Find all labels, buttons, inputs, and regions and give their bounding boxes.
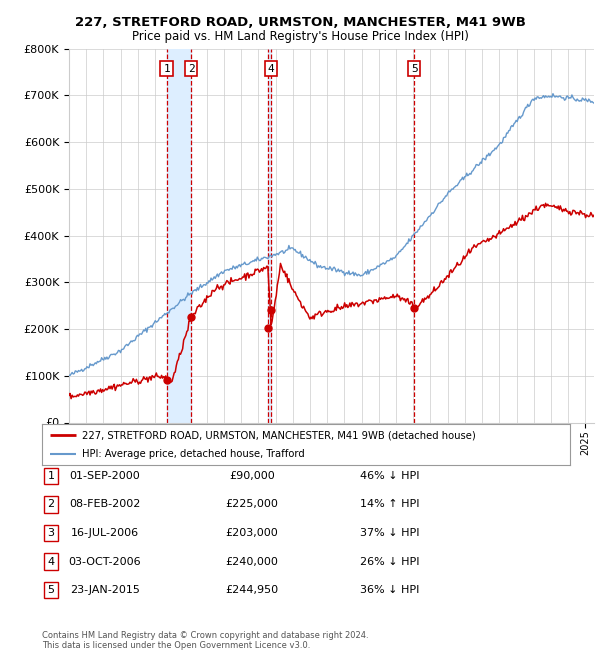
Text: 23-JAN-2015: 23-JAN-2015 <box>70 585 140 595</box>
Text: 227, STRETFORD ROAD, URMSTON, MANCHESTER, M41 9WB (detached house): 227, STRETFORD ROAD, URMSTON, MANCHESTER… <box>82 430 475 440</box>
Text: £203,000: £203,000 <box>226 528 278 538</box>
Text: £240,000: £240,000 <box>226 556 278 567</box>
Text: 227, STRETFORD ROAD, URMSTON, MANCHESTER, M41 9WB: 227, STRETFORD ROAD, URMSTON, MANCHESTER… <box>74 16 526 29</box>
Text: Contains HM Land Registry data © Crown copyright and database right 2024.: Contains HM Land Registry data © Crown c… <box>42 631 368 640</box>
Text: 3: 3 <box>47 528 55 538</box>
Text: 2: 2 <box>47 499 55 510</box>
Text: £225,000: £225,000 <box>226 499 278 510</box>
Text: 2: 2 <box>188 64 194 73</box>
Text: 26% ↓ HPI: 26% ↓ HPI <box>360 556 419 567</box>
Text: £90,000: £90,000 <box>229 471 275 481</box>
Text: 4: 4 <box>268 64 275 73</box>
Text: 46% ↓ HPI: 46% ↓ HPI <box>360 471 419 481</box>
Text: Price paid vs. HM Land Registry's House Price Index (HPI): Price paid vs. HM Land Registry's House … <box>131 30 469 43</box>
Text: 1: 1 <box>47 471 55 481</box>
Text: 01-SEP-2000: 01-SEP-2000 <box>70 471 140 481</box>
Text: £244,950: £244,950 <box>226 585 278 595</box>
Text: 36% ↓ HPI: 36% ↓ HPI <box>360 585 419 595</box>
Text: 14% ↑ HPI: 14% ↑ HPI <box>360 499 419 510</box>
Text: 5: 5 <box>47 585 55 595</box>
Text: 1: 1 <box>163 64 170 73</box>
Bar <box>268 49 271 423</box>
Text: 16-JUL-2006: 16-JUL-2006 <box>71 528 139 538</box>
Text: 37% ↓ HPI: 37% ↓ HPI <box>360 528 419 538</box>
Text: HPI: Average price, detached house, Trafford: HPI: Average price, detached house, Traf… <box>82 449 304 459</box>
Bar <box>167 49 191 423</box>
Text: 4: 4 <box>47 556 55 567</box>
Text: 03-OCT-2006: 03-OCT-2006 <box>68 556 142 567</box>
Text: 08-FEB-2002: 08-FEB-2002 <box>70 499 140 510</box>
Text: This data is licensed under the Open Government Licence v3.0.: This data is licensed under the Open Gov… <box>42 641 310 650</box>
Text: 5: 5 <box>411 64 418 73</box>
